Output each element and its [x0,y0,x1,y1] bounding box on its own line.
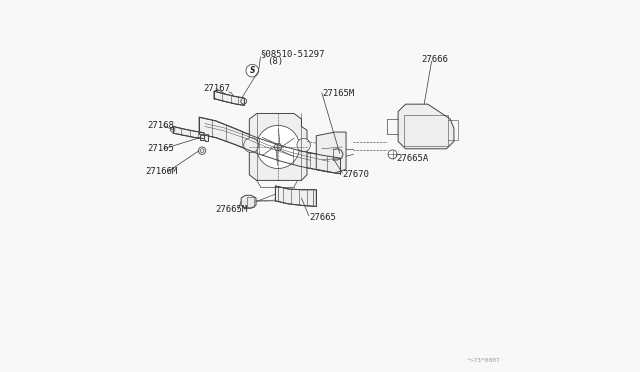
Circle shape [257,125,300,169]
Circle shape [200,149,204,153]
Circle shape [244,138,259,153]
Circle shape [241,98,246,104]
Circle shape [170,128,175,132]
Polygon shape [398,104,454,149]
Polygon shape [250,113,307,180]
Circle shape [297,138,310,152]
Polygon shape [200,134,209,141]
Polygon shape [316,132,346,173]
Polygon shape [199,117,340,174]
Text: 27165: 27165 [147,144,174,153]
Polygon shape [241,195,256,208]
Text: 27665M: 27665M [215,205,247,214]
Text: S: S [250,66,255,75]
Circle shape [198,147,206,154]
Text: 27670: 27670 [342,170,369,179]
Circle shape [275,143,282,151]
Polygon shape [214,91,244,105]
Polygon shape [275,186,316,206]
Circle shape [246,64,259,77]
Text: 27166M: 27166M [145,167,177,176]
Text: 27666: 27666 [422,55,449,64]
Polygon shape [173,126,204,139]
Text: §08510-51297: §08510-51297 [260,49,325,58]
Circle shape [388,150,397,159]
Text: (8): (8) [267,57,284,66]
Text: ^>73*0007: ^>73*0007 [467,358,500,363]
Text: 27165M: 27165M [322,89,354,97]
Text: 27665: 27665 [309,213,336,222]
Text: 27168: 27168 [147,121,174,130]
Text: 27167: 27167 [203,84,230,93]
Text: 27665A: 27665A [396,154,429,163]
